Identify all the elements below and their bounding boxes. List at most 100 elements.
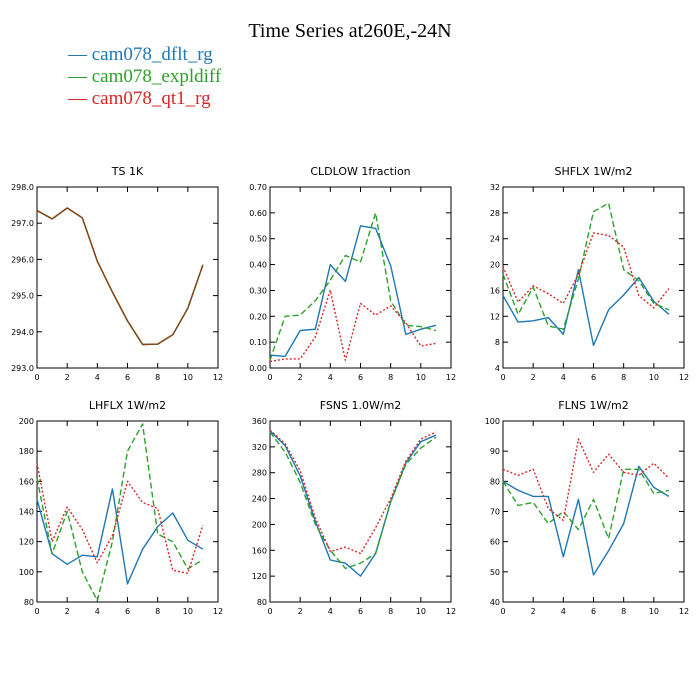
series-line-1 bbox=[269, 225, 437, 358]
y-tick-label: 50 bbox=[490, 568, 500, 577]
x-tick-label: 2 bbox=[65, 373, 70, 382]
legend-label: cam078_dflt_rg bbox=[91, 44, 213, 65]
x-tick-label: 8 bbox=[155, 607, 160, 616]
legend-item-qt1: — cam078_qt1_rg bbox=[68, 88, 221, 110]
x-tick-label: 12 bbox=[213, 607, 223, 616]
y-tick-label: 360 bbox=[252, 417, 267, 426]
series-line-3 bbox=[502, 438, 670, 522]
y-tick-label: 180 bbox=[19, 447, 34, 456]
y-tick-label: 40 bbox=[490, 598, 500, 607]
legend-item-dflt: — cam078_dflt_rg bbox=[68, 44, 221, 66]
legend-label: cam078_expldiff bbox=[91, 66, 222, 87]
x-tick-label: 4 bbox=[95, 607, 100, 616]
y-tick-label: 90 bbox=[490, 447, 500, 456]
y-tick-label: 80 bbox=[490, 477, 500, 486]
y-tick-label: 0.50 bbox=[249, 235, 267, 244]
legend-label: cam078_qt1_rg bbox=[91, 88, 211, 109]
x-tick-label: 2 bbox=[298, 373, 303, 382]
series-line-3 bbox=[36, 463, 204, 574]
y-tick-label: 294.0 bbox=[11, 328, 34, 337]
y-tick-label: 24 bbox=[490, 235, 500, 244]
y-tick-label: 160 bbox=[252, 546, 267, 555]
panel-title: CLDLOW 1fraction bbox=[310, 165, 410, 178]
panel-title: FLNS 1W/m2 bbox=[558, 399, 628, 412]
y-tick-label: 100 bbox=[19, 568, 34, 577]
x-tick-label: 8 bbox=[388, 607, 393, 616]
legend-marker: — bbox=[68, 88, 92, 109]
y-tick-label: 0.30 bbox=[249, 286, 267, 295]
x-tick-label: 2 bbox=[531, 373, 536, 382]
x-tick-label: 6 bbox=[591, 373, 596, 382]
y-tick-label: 0.60 bbox=[249, 209, 267, 218]
y-tick-label: 298.0 bbox=[11, 183, 34, 192]
panel-title: FSNS 1.0W/m2 bbox=[320, 399, 402, 412]
y-tick-label: 0.70 bbox=[249, 183, 267, 192]
series-line-3 bbox=[502, 232, 670, 309]
legend-marker: — bbox=[68, 44, 92, 65]
y-tick-label: 200 bbox=[19, 417, 34, 426]
x-tick-label: 10 bbox=[183, 373, 193, 382]
y-tick-label: 4 bbox=[495, 364, 500, 373]
legend-item-expldiff: — cam078_expldiff bbox=[68, 66, 221, 88]
x-tick-label: 6 bbox=[358, 607, 363, 616]
y-tick-label: 70 bbox=[490, 508, 500, 517]
panel-title: LHFLX 1W/m2 bbox=[89, 399, 166, 412]
x-tick-label: 8 bbox=[388, 373, 393, 382]
figure-title: Time Series at260E,-24N bbox=[248, 20, 452, 42]
x-tick-label: 0 bbox=[267, 373, 272, 382]
y-tick-label: 296.0 bbox=[11, 255, 34, 264]
x-tick-label: 10 bbox=[416, 373, 426, 382]
x-tick-label: 0 bbox=[34, 607, 39, 616]
x-tick-label: 4 bbox=[561, 607, 566, 616]
x-tick-label: 10 bbox=[649, 373, 659, 382]
y-tick-label: 297.0 bbox=[11, 219, 34, 228]
y-tick-label: 80 bbox=[24, 598, 34, 607]
y-tick-label: 0.00 bbox=[249, 364, 267, 373]
y-tick-label: 120 bbox=[252, 572, 267, 581]
y-tick-label: 0.40 bbox=[249, 261, 267, 270]
x-tick-label: 6 bbox=[591, 607, 596, 616]
x-tick-label: 0 bbox=[267, 607, 272, 616]
y-tick-label: 0.10 bbox=[249, 338, 267, 347]
series-line-2 bbox=[36, 423, 204, 602]
x-tick-label: 6 bbox=[125, 373, 130, 382]
y-tick-label: 320 bbox=[252, 443, 267, 452]
series-line-2 bbox=[269, 212, 437, 361]
y-tick-label: 100 bbox=[485, 417, 500, 426]
x-tick-label: 12 bbox=[213, 373, 223, 382]
x-tick-label: 4 bbox=[561, 373, 566, 382]
panel-title: SHFLX 1W/m2 bbox=[554, 165, 632, 178]
series-line-3 bbox=[269, 289, 437, 363]
x-tick-label: 4 bbox=[95, 373, 100, 382]
plot-frame bbox=[269, 186, 452, 369]
series-line-2 bbox=[502, 468, 670, 540]
y-tick-label: 160 bbox=[19, 477, 34, 486]
plot-frame bbox=[36, 186, 219, 369]
x-tick-label: 4 bbox=[328, 373, 333, 382]
y-tick-label: 280 bbox=[252, 469, 267, 478]
legend-marker: — bbox=[68, 66, 92, 87]
x-tick-label: 0 bbox=[500, 373, 505, 382]
x-tick-label: 2 bbox=[298, 607, 303, 616]
series-line-2 bbox=[502, 202, 670, 330]
series-line-3 bbox=[36, 207, 204, 346]
y-tick-label: 293.0 bbox=[11, 364, 34, 373]
x-tick-label: 0 bbox=[500, 607, 505, 616]
x-tick-label: 8 bbox=[621, 373, 626, 382]
x-tick-label: 8 bbox=[155, 373, 160, 382]
series-line-1 bbox=[502, 269, 670, 347]
series-line-1 bbox=[502, 465, 670, 576]
y-tick-label: 140 bbox=[19, 508, 34, 517]
x-tick-label: 6 bbox=[125, 607, 130, 616]
y-tick-label: 20 bbox=[490, 261, 500, 270]
series-line-2 bbox=[269, 431, 437, 570]
plot-frame bbox=[502, 186, 685, 369]
series-line-3 bbox=[269, 429, 437, 555]
y-tick-label: 0.20 bbox=[249, 312, 267, 321]
y-tick-label: 16 bbox=[490, 286, 500, 295]
y-tick-label: 60 bbox=[490, 538, 500, 547]
x-tick-label: 6 bbox=[358, 373, 363, 382]
x-tick-label: 10 bbox=[649, 607, 659, 616]
y-tick-label: 8 bbox=[495, 338, 500, 347]
